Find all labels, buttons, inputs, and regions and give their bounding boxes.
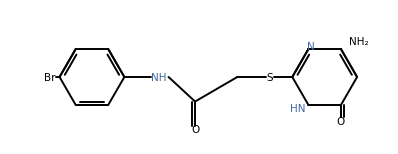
- Text: Br: Br: [44, 73, 56, 83]
- Text: O: O: [191, 125, 199, 135]
- Text: NH: NH: [151, 73, 166, 83]
- Text: HN: HN: [290, 104, 306, 114]
- Text: O: O: [337, 117, 345, 127]
- Text: NH₂: NH₂: [349, 37, 369, 47]
- Text: N: N: [306, 42, 314, 52]
- Text: S: S: [266, 73, 273, 83]
